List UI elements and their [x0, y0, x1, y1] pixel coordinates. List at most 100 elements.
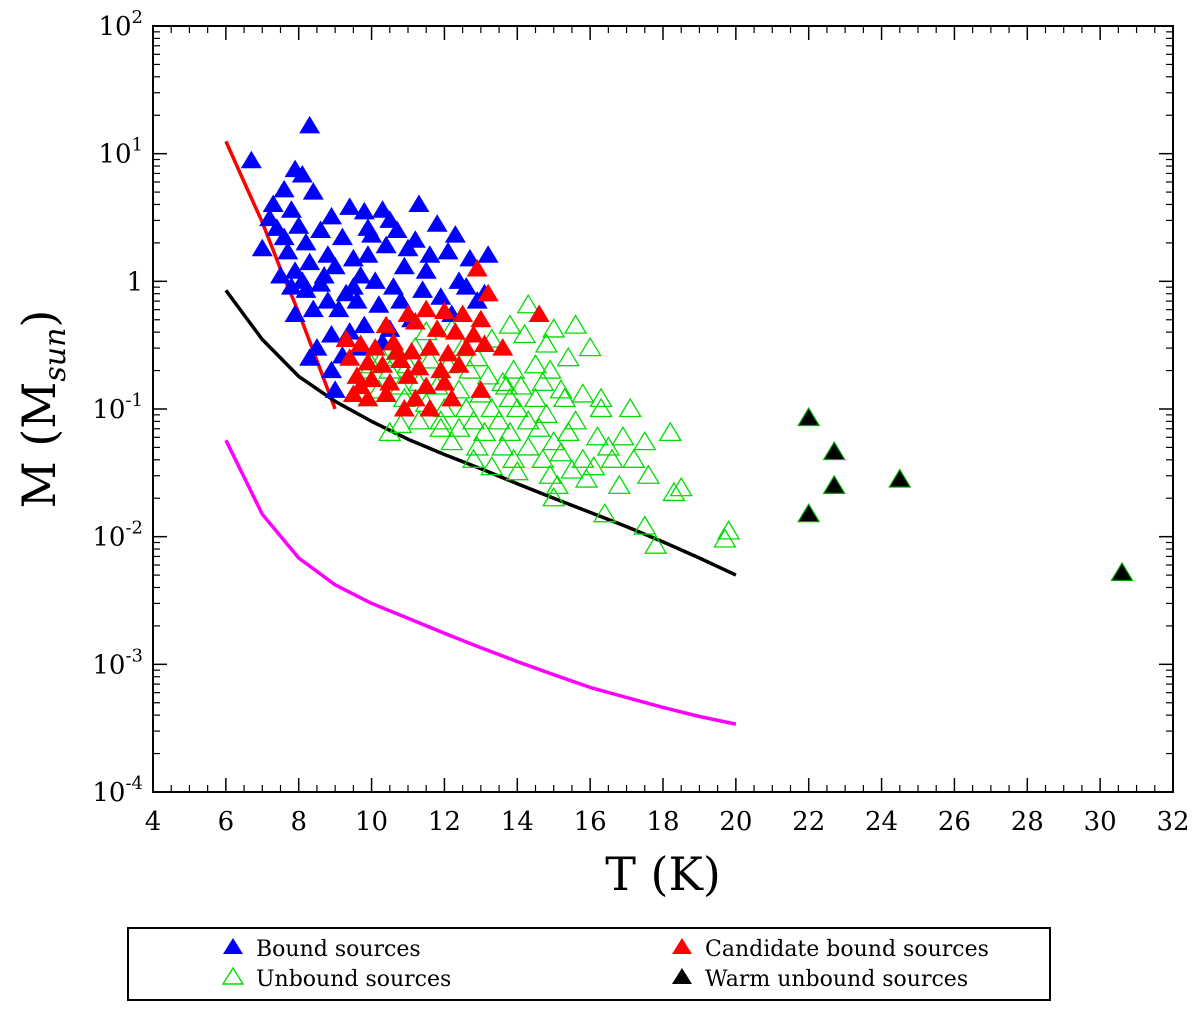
x-tick-label: 10 — [355, 807, 388, 837]
unbound-point — [662, 481, 686, 502]
unbound-point — [389, 413, 413, 434]
bound-point — [390, 291, 412, 309]
unbound-point — [607, 474, 631, 495]
unbound-point — [447, 417, 471, 437]
bound-point — [313, 266, 335, 284]
bound-point — [324, 256, 346, 275]
bound-point — [317, 291, 339, 309]
candidate-point — [372, 355, 393, 373]
bound-point — [273, 179, 295, 198]
bound-point — [321, 206, 342, 225]
legend-box — [127, 927, 1051, 1001]
bound-point — [426, 214, 448, 232]
unbound-point — [571, 383, 595, 403]
candidate-point — [393, 399, 415, 417]
x-tick-label: 18 — [646, 807, 679, 837]
unbound-point — [487, 410, 511, 430]
candidate-point — [433, 372, 455, 391]
unbound-point — [516, 410, 540, 430]
unbound-point — [378, 421, 402, 442]
candidate-point — [466, 258, 488, 277]
x-tick-label: 26 — [938, 807, 971, 837]
warm-point — [822, 440, 846, 461]
unbound-point — [633, 515, 657, 535]
tick-labels-layer: 4 6 8 10 12 14 16 18 20 22 24 26 28 30 32102101110-110… — [92, 7, 1189, 837]
bound-point — [302, 182, 324, 200]
x-tick-label: 8 — [290, 807, 307, 837]
warm-point — [888, 468, 912, 488]
unbound-point — [552, 387, 577, 408]
bound-point — [353, 201, 375, 220]
candidate-point — [361, 369, 383, 388]
candidate-point — [339, 348, 361, 366]
bound-point — [331, 227, 353, 246]
candidate-point — [477, 283, 499, 302]
candidate-point — [350, 376, 372, 395]
y-tick-label-exponent: 2 — [132, 7, 143, 28]
unbound-point — [534, 403, 559, 423]
bound-point — [273, 227, 295, 246]
unbound-point — [593, 502, 617, 523]
unbound-point — [618, 397, 642, 418]
bound-point — [284, 304, 306, 322]
candidate-point — [386, 341, 408, 360]
bound-point — [364, 271, 386, 289]
unbound-point — [549, 442, 573, 462]
candidate-point — [415, 299, 437, 318]
y-tick-label-exponent: -2 — [125, 518, 143, 539]
x-tick-label: 32 — [1156, 807, 1189, 837]
bound-point — [357, 218, 379, 236]
bound-point — [317, 245, 339, 263]
unbound-point — [498, 421, 522, 442]
unbound-point — [516, 293, 540, 314]
unbound-point — [494, 375, 519, 395]
bound-point — [299, 115, 321, 134]
unbound-point — [534, 333, 559, 353]
bound-point — [448, 271, 470, 289]
bound-point — [339, 197, 361, 215]
unbound-point — [633, 430, 657, 451]
bound-point — [379, 210, 401, 228]
candidate-point — [357, 388, 379, 407]
unbound-point — [596, 436, 621, 456]
candidate-point — [350, 334, 372, 353]
unbound-point — [578, 336, 602, 357]
bound-point — [302, 299, 324, 318]
candidate-point — [441, 388, 463, 407]
y-tick-label-base: 10 — [92, 523, 125, 553]
unbound-point — [556, 346, 580, 367]
bound-point — [412, 280, 434, 298]
y-axis-title: M (Msun) — [12, 310, 73, 509]
y-tick-label-exponent: 1 — [132, 135, 143, 156]
candidate-point — [404, 312, 426, 330]
candidate-point — [430, 360, 452, 379]
unbound-point — [476, 365, 500, 385]
legend-label-candidate: Candidate bound sources — [705, 937, 989, 962]
candidate-point — [357, 352, 379, 371]
unbound-point — [407, 410, 431, 430]
bound-point — [357, 245, 379, 263]
legend-marker-candidate — [672, 938, 692, 954]
y-tick-label: 10-4 — [92, 773, 143, 808]
bound-point — [353, 315, 375, 334]
unbound-point — [465, 346, 489, 367]
bound-point — [259, 208, 281, 227]
unbound-point — [542, 430, 566, 451]
unbound-point — [589, 387, 613, 408]
ticks-layer — [152, 25, 1174, 793]
bound-point — [295, 232, 317, 251]
bound-point — [321, 360, 342, 379]
unbound-point — [574, 468, 599, 488]
unbound-point — [480, 455, 504, 476]
bound-point — [437, 241, 459, 260]
unbound-point — [538, 359, 562, 379]
bound-point — [386, 220, 408, 239]
legend-label-warm: Warm unbound sources — [705, 967, 968, 992]
unbound-point — [491, 371, 515, 392]
bound-point — [280, 277, 302, 295]
bound-point — [295, 280, 317, 298]
candidate-point — [364, 338, 386, 356]
y-axis-title-close: ) — [12, 310, 66, 328]
bound-point — [415, 261, 437, 279]
unbound-point — [622, 448, 646, 468]
